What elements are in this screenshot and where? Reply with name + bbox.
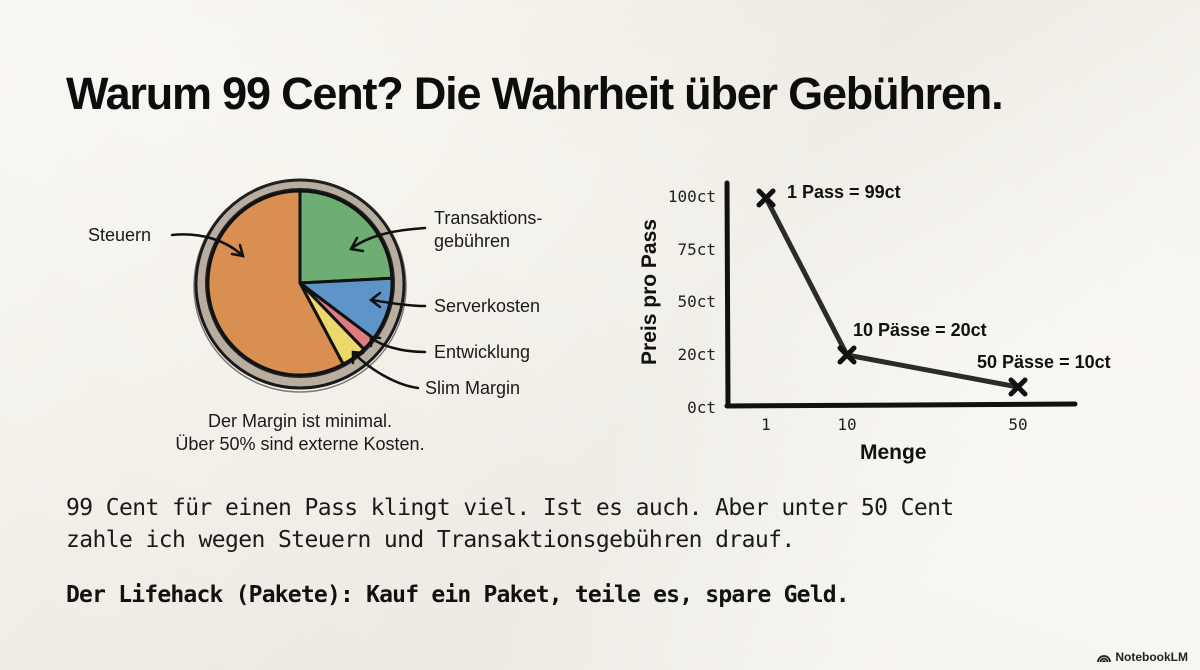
pie-slice-transaktion xyxy=(298,189,394,285)
pie-label-steuern: Steuern xyxy=(88,225,152,245)
brand-watermark: NotebookLM xyxy=(1097,650,1188,664)
y-tick-20: 20ct xyxy=(677,345,716,364)
point-label-50: 50 Pässe = 10ct xyxy=(977,352,1111,372)
x-tick-1: 1 xyxy=(761,415,771,434)
pie-slice-steuern xyxy=(206,189,345,377)
lifehack-text: Der Lifehack (Pakete): Kauf ein Paket, t… xyxy=(66,582,850,608)
point-label-10: 10 Pässe = 20ct xyxy=(853,320,987,340)
pie-label-margin: Slim Margin xyxy=(425,378,521,398)
page-title: Warum 99 Cent? Die Wahrheit über Gebühre… xyxy=(66,68,1004,119)
pie-caption-line1: Der Margin ist minimal. xyxy=(207,411,393,431)
y-tick-50: 50ct xyxy=(677,292,716,311)
pie-label-server: Serverkosten xyxy=(434,296,541,316)
arrow-server xyxy=(370,298,427,308)
x-tick-50: 50 xyxy=(1008,415,1028,434)
point-marker-1 xyxy=(756,188,776,208)
arrow-steuern xyxy=(170,233,244,257)
x-axis-label: Menge xyxy=(860,441,927,464)
y-tick-75: 75ct xyxy=(677,240,716,259)
body-line-2: zahle ich wegen Steuern und Transaktions… xyxy=(66,527,795,553)
body-text: 99 Cent für einen Pass klingt viel. Ist … xyxy=(66,492,1146,556)
y-axis xyxy=(724,180,731,409)
x-axis xyxy=(724,401,1078,409)
arrow-entwicklung xyxy=(370,336,427,354)
arrow-margin xyxy=(352,351,420,390)
pie-label-entwicklung: Entwicklung xyxy=(434,342,531,362)
y-tick-0: 0ct xyxy=(687,398,716,417)
x-tick-10: 10 xyxy=(837,415,857,434)
brand-label: NotebookLM xyxy=(1115,650,1188,664)
pie-label-transaktion-line2: gebühren xyxy=(434,231,511,251)
point-marker-50 xyxy=(1008,377,1028,397)
y-tick-100: 100ct xyxy=(667,187,716,206)
pie-label-transaktion-line1: Transaktions- xyxy=(434,208,543,228)
arrow-transaktion xyxy=(350,226,427,250)
pie-caption-line2: Über 50% sind externe Kosten. xyxy=(175,434,425,454)
notebooklm-logo-icon xyxy=(1097,654,1112,662)
body-line-1: 99 Cent für einen Pass klingt viel. Ist … xyxy=(66,495,954,521)
pie-caption: Der Margin ist minimal. Über 50% sind ex… xyxy=(150,410,450,456)
point-marker-10 xyxy=(837,345,857,365)
point-label-1: 1 Pass = 99ct xyxy=(787,182,901,202)
y-axis-label: Preis pro Pass xyxy=(638,219,661,365)
